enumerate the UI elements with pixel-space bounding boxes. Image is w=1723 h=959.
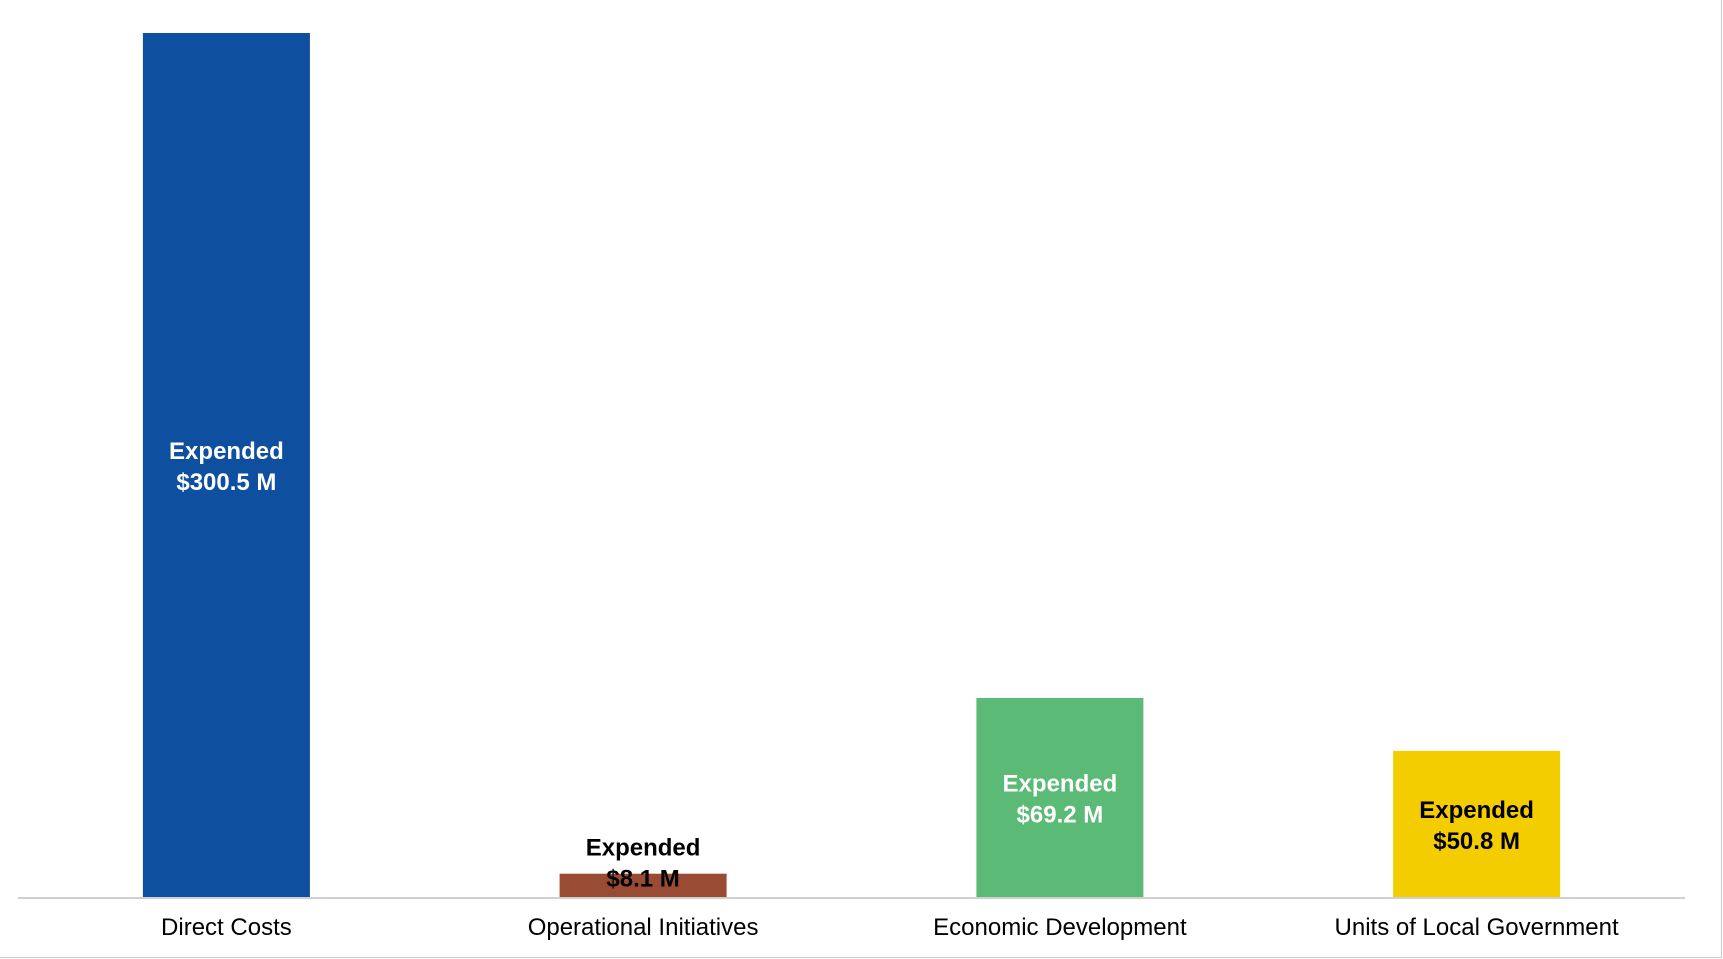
bar-2 [976,698,1144,897]
bar-3 [1393,750,1561,897]
x-tick-label-0: Direct Costs [161,914,292,941]
x-tick-labels: Direct Costs Operational Initiatives Econo… [161,914,1619,941]
bars-layer [142,33,1561,897]
bar-data-label-line1: Expended [1419,797,1534,824]
bar-data-label-line1: Expended [169,438,284,465]
bar-1 [559,873,727,897]
x-tick-label-2: Economic Development [933,914,1187,941]
bar-data-label-line2: $300.5 M [176,469,276,496]
labels-layer: Expended $300.5 M Expended $8.1 M Expended $6… [169,438,1534,893]
bar-data-label-line2: $50.8 M [1433,828,1520,855]
bar-data-label-0: Expended $300.5 M [169,438,284,496]
x-tick-label-3: Units of Local Government [1335,914,1619,941]
bar-0 [142,33,310,897]
bar-data-label-1: Expended $8.1 M [586,835,701,893]
x-tick-label-1: Operational Initiatives [528,914,759,941]
bar-data-label-line1: Expended [586,835,701,862]
bar-data-label-line2: $8.1 M [606,866,679,893]
bar-data-label-2: Expended $69.2 M [1003,771,1118,829]
bar-data-label-line1: Expended [1003,771,1118,798]
bar-data-label-3: Expended $50.8 M [1419,797,1534,855]
bar-data-label-line2: $69.2 M [1017,802,1104,829]
